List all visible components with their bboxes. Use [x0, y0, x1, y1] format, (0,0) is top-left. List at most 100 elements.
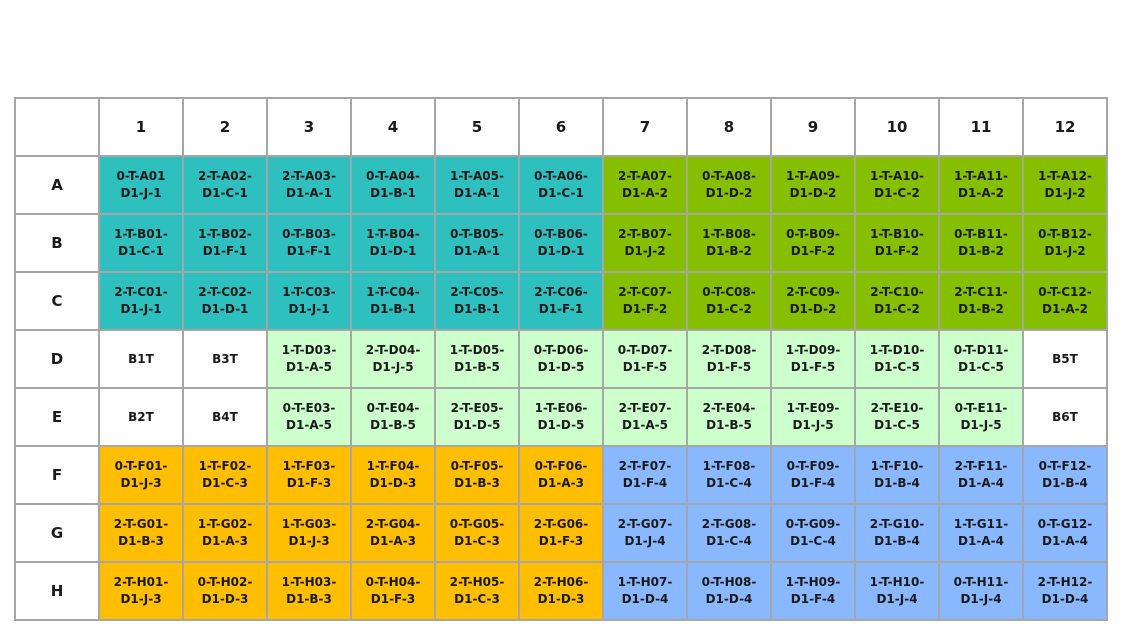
- well-label-line2: D1-C-1: [202, 186, 248, 200]
- well-label-line1: B5T: [1052, 351, 1078, 366]
- well-cell: 1-T-H10- D1-J-4: [854, 561, 940, 621]
- well-cell: 0-T-F05- D1-B-3: [434, 445, 520, 505]
- column-header: 10: [854, 97, 940, 157]
- well-cell: 0-T-B03- D1-F-1: [266, 213, 352, 273]
- well-label-line1: 0-T-F06-: [534, 459, 588, 473]
- well-label-line2: D1-B-4: [1042, 476, 1088, 490]
- well-cell: 2-T-E10- D1-C-5: [854, 387, 940, 447]
- plate-row: A 0-T-A01 D1-J-1 2-T-A02- D1-C-1 2-T-A03- D1-A…: [14, 155, 1108, 215]
- well-cell: B4T: [182, 387, 268, 447]
- well-label-line1: 0-T-B11-: [954, 227, 1008, 241]
- well-label-line2: D1-D-1: [537, 244, 585, 258]
- well-cell: 1-T-F10- D1-B-4: [854, 445, 940, 505]
- row-header: E: [14, 387, 100, 447]
- well-label-line1: 0-T-G12-: [1037, 517, 1093, 531]
- well-cell: 2-T-G07- D1-J-4: [602, 503, 688, 563]
- well-label-line2: D1-J-1: [288, 302, 330, 316]
- well-label-line1: 1-T-B04-: [366, 227, 420, 241]
- well-label-line2: D1-A-5: [286, 418, 332, 432]
- well-label-line2: D1-J-1: [120, 302, 162, 316]
- well-label-line2: D1-D-1: [369, 244, 417, 258]
- well-label-line2: D1-F-3: [370, 592, 416, 606]
- well-label-line1: 1-T-D10-: [869, 343, 925, 357]
- plate-row: D B1T B3T 1-T-D03- D1-A-5 2-T-D04- D1-J-5 1-T-D…: [14, 329, 1108, 389]
- well-cell: 0-T-C08- D1-C-2: [686, 271, 772, 331]
- well-label-line1: 2-T-A03-: [282, 169, 336, 183]
- well-cell: B2T: [98, 387, 184, 447]
- well-label-line2: D1-J-1: [120, 186, 162, 200]
- well-cell: 2-T-C10- D1-C-2: [854, 271, 940, 331]
- well-label-line2: D1-B-4: [874, 476, 920, 490]
- well-label-line1: 2-T-G08-: [701, 517, 757, 531]
- well-label-line1: 0-T-F12-: [1038, 459, 1092, 473]
- well-label-line2: D1-D-4: [621, 592, 669, 606]
- well-label-line2: D1-C-2: [874, 302, 920, 316]
- well-cell: 2-T-C06- D1-F-1: [518, 271, 604, 331]
- well-label-line1: 0-T-A04-: [366, 169, 420, 183]
- well-cell: 1-T-B01- D1-C-1: [98, 213, 184, 273]
- well-label-line1: 1-T-H09-: [785, 575, 841, 589]
- well-label-line2: D1-C-4: [706, 476, 752, 490]
- well-cell: 1-T-F03- D1-F-3: [266, 445, 352, 505]
- well-label-line1: 0-T-H08-: [701, 575, 757, 589]
- well-label-line2: D1-A-1: [454, 244, 500, 258]
- well-label-line2: D1-C-5: [958, 360, 1004, 374]
- well-label-line2: D1-J-5: [960, 418, 1002, 432]
- well-cell: 2-T-G08- D1-C-4: [686, 503, 772, 563]
- well-label-line1: 1-T-A09-: [786, 169, 840, 183]
- well-label-line1: 0-T-D07-: [617, 343, 673, 357]
- well-label-line1: 1-T-G02-: [197, 517, 253, 531]
- well-label-line2: D1-F-4: [790, 592, 836, 606]
- well-label-line1: 2-T-C02-: [198, 285, 252, 299]
- well-label-line2: D1-A-2: [622, 186, 668, 200]
- well-label-line2: D1-D-2: [789, 186, 837, 200]
- well-label-line2: D1-J-5: [372, 360, 414, 374]
- column-header-row: 1 2 3 4 5 6 7 8 9 10 11 12: [14, 97, 1108, 157]
- well-cell: 2-T-C02- D1-D-1: [182, 271, 268, 331]
- well-label-line2: D1-B-4: [874, 534, 920, 548]
- well-cell: 1-T-F04- D1-D-3: [350, 445, 436, 505]
- well-cell: 0-T-D06- D1-D-5: [518, 329, 604, 389]
- well-label-line1: B3T: [212, 351, 238, 366]
- well-label-line2: D1-D-1: [201, 302, 249, 316]
- plate-row: C 2-T-C01- D1-J-1 2-T-C02- D1-D-1 1-T-C03- D1-…: [14, 271, 1108, 331]
- well-label-line1: 1-T-B10-: [870, 227, 924, 241]
- well-label-line2: D1-A-1: [454, 186, 500, 200]
- well-cell: 0-T-G12- D1-A-4: [1022, 503, 1108, 563]
- well-cell: 0-T-A01 D1-J-1: [98, 155, 184, 215]
- well-cell: 1-T-A12- D1-J-2: [1022, 155, 1108, 215]
- well-cell: 1-T-E06- D1-D-5: [518, 387, 604, 447]
- well-cell: 1-T-H03- D1-B-3: [266, 561, 352, 621]
- well-cell: 1-T-C04- D1-B-1: [350, 271, 436, 331]
- well-label-line2: D1-C-1: [118, 244, 164, 258]
- well-cell: 1-T-G03- D1-J-3: [266, 503, 352, 563]
- well-cell: 0-T-B12- D1-J-2: [1022, 213, 1108, 273]
- well-cell: 2-T-A03- D1-A-1: [266, 155, 352, 215]
- well-label-line1: 1-T-F02-: [198, 459, 252, 473]
- well-label-line2: D1-C-5: [874, 418, 920, 432]
- well-cell: 0-T-F06- D1-A-3: [518, 445, 604, 505]
- well-label-line1: 0-T-H02-: [197, 575, 253, 589]
- well-cell: 0-T-F09- D1-F-4: [770, 445, 856, 505]
- well-cell: 2-T-C11- D1-B-2: [938, 271, 1024, 331]
- column-header: 11: [938, 97, 1024, 157]
- well-cell: 1-T-D09- D1-F-5: [770, 329, 856, 389]
- well-cell: 1-T-D03- D1-A-5: [266, 329, 352, 389]
- well-label-line1: 1-T-C04-: [366, 285, 420, 299]
- row-header: D: [14, 329, 100, 389]
- plate-row: F 0-T-F01- D1-J-3 1-T-F02- D1-C-3 1-T-F03- D1-…: [14, 445, 1108, 505]
- well-cell: 0-T-C12- D1-A-2: [1022, 271, 1108, 331]
- well-label-line2: D1-F-1: [286, 244, 332, 258]
- well-label-line1: 0-T-E04-: [366, 401, 420, 415]
- well-label-line1: 1-T-C03-: [282, 285, 336, 299]
- well-label-line1: 1-T-D09-: [785, 343, 841, 357]
- well-cell: 0-T-A06- D1-C-1: [518, 155, 604, 215]
- well-label-line2: D1-F-5: [622, 360, 668, 374]
- well-label-line2: D1-B-5: [706, 418, 752, 432]
- well-label-line1: 2-T-G07-: [617, 517, 673, 531]
- well-cell: 2-T-A07- D1-A-2: [602, 155, 688, 215]
- well-label-line2: D1-B-5: [370, 418, 416, 432]
- well-label-line1: 2-T-G04-: [365, 517, 421, 531]
- well-label-line2: D1-D-5: [537, 418, 585, 432]
